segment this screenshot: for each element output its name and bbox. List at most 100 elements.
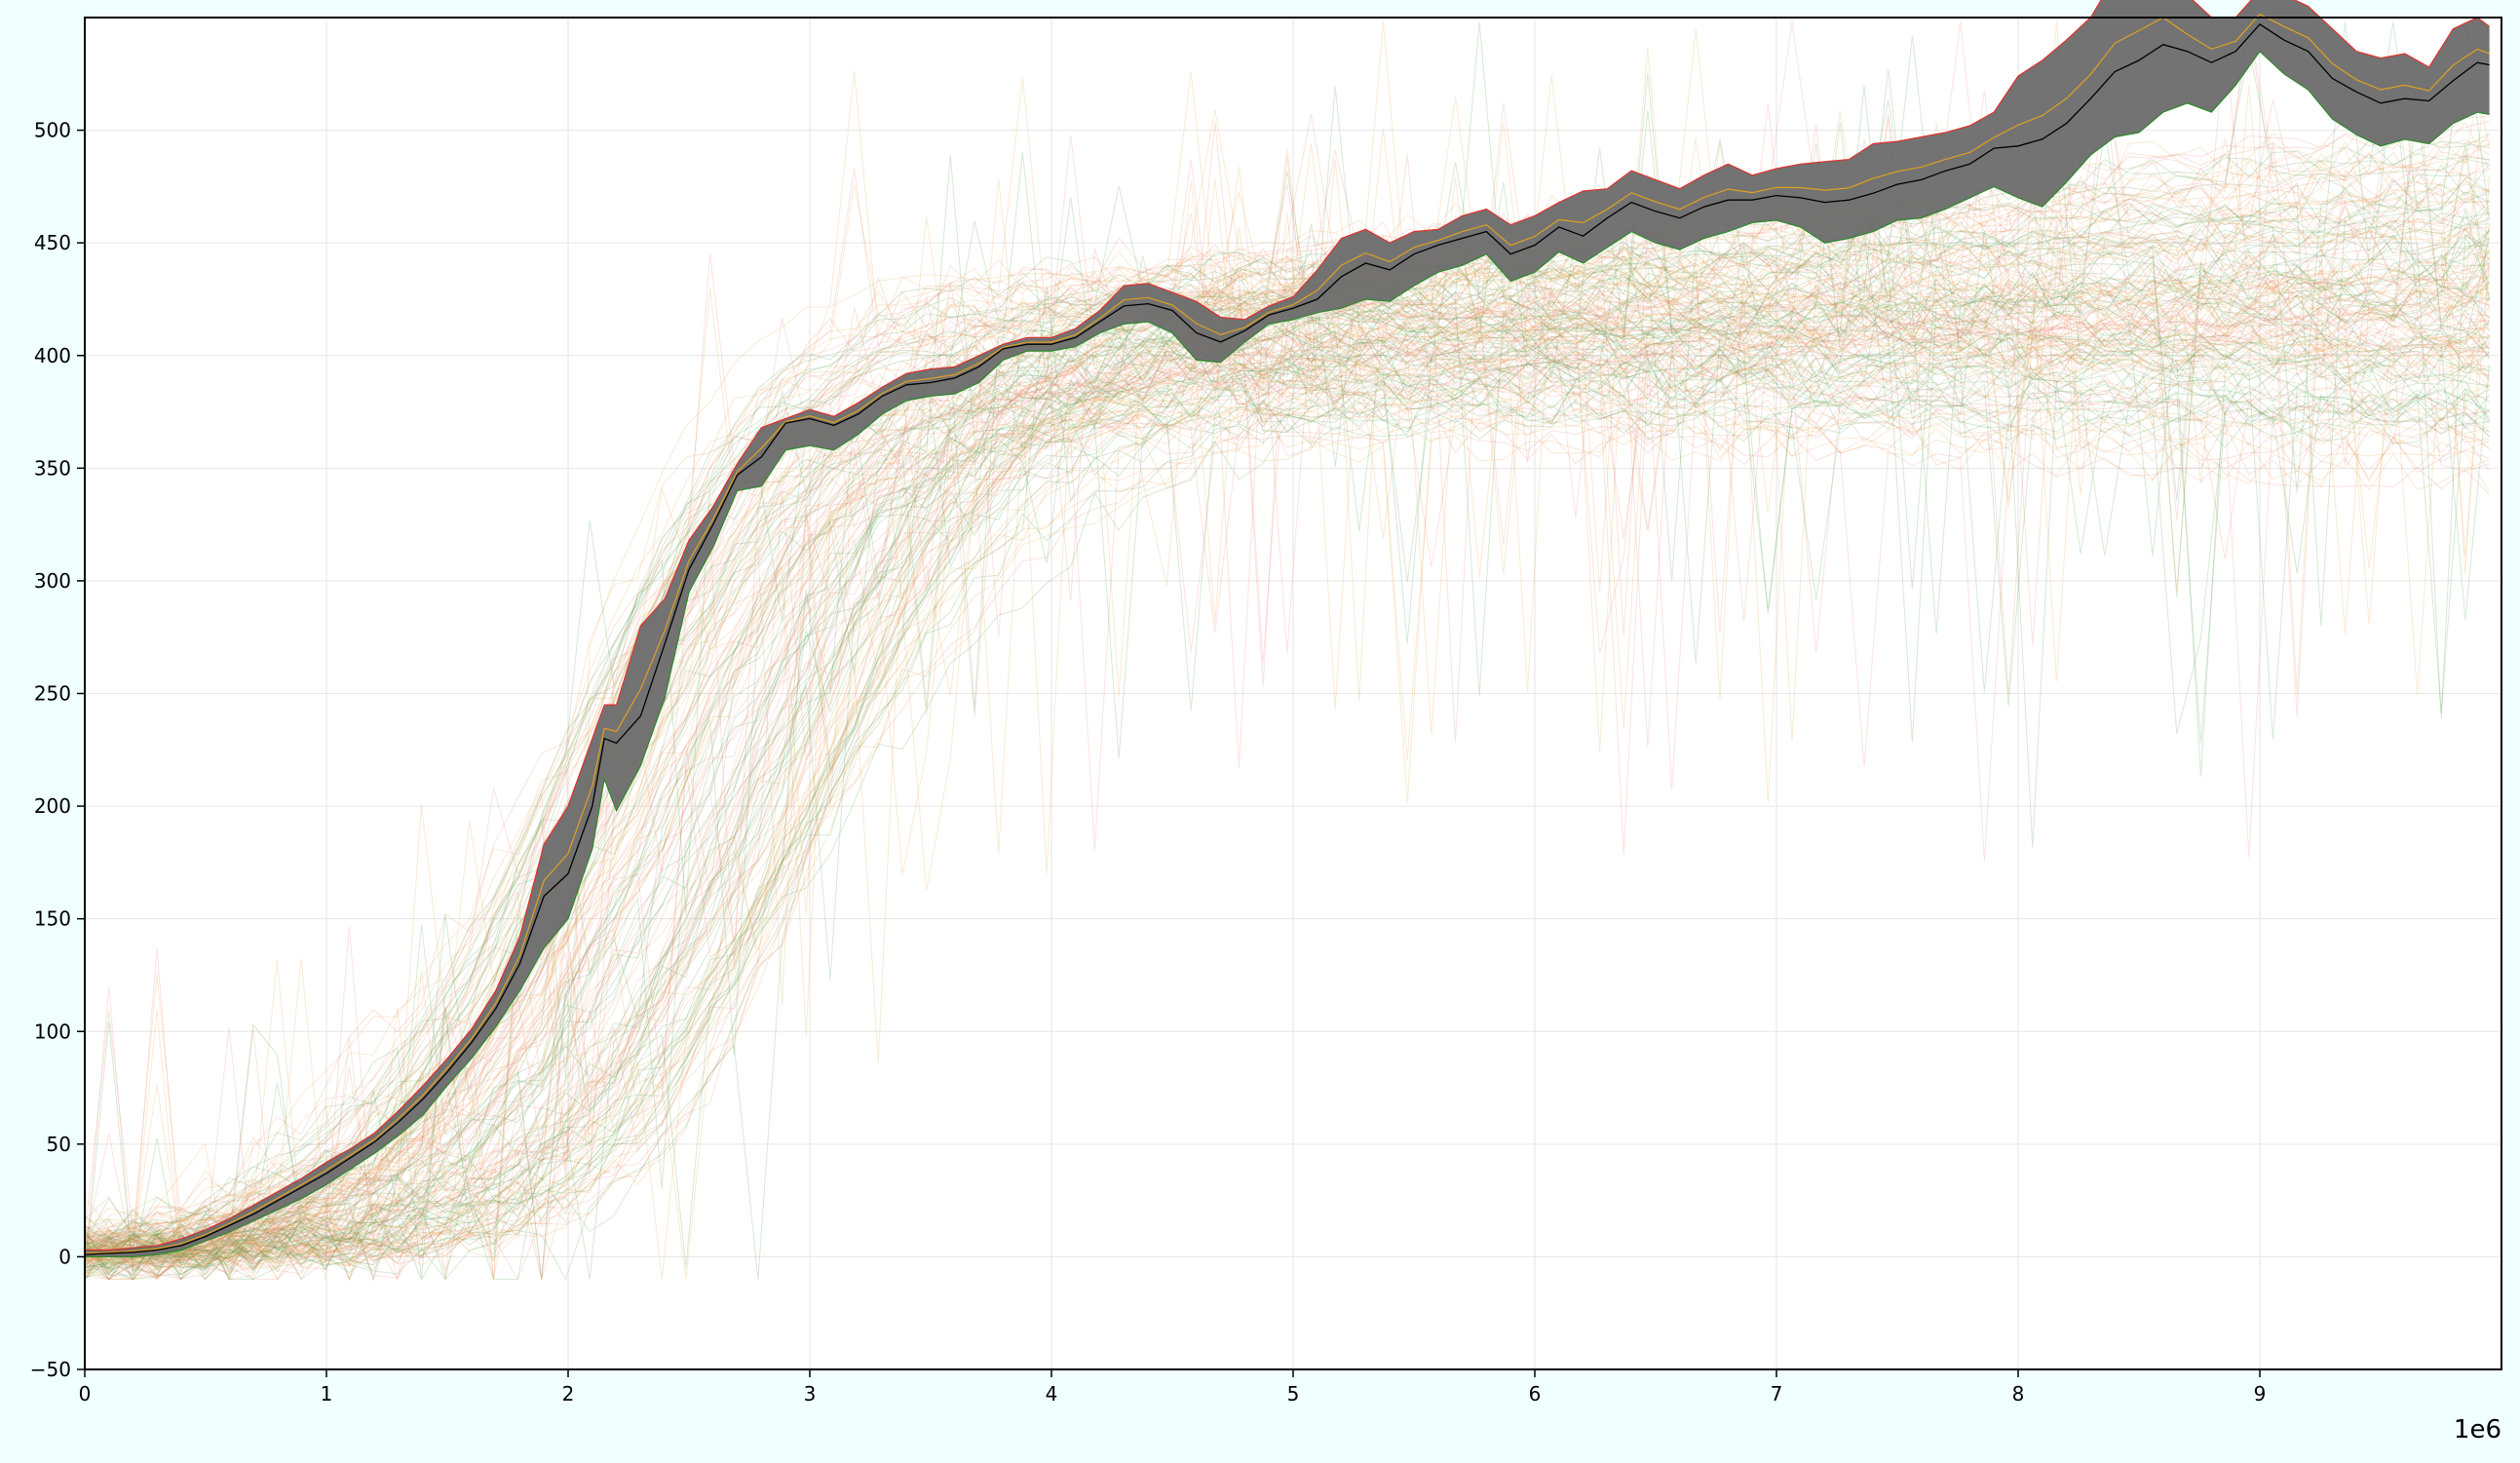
faint-series — [84, 159, 2490, 1274]
highlight-series-group — [84, 0, 2490, 1258]
faint-series — [84, 245, 2490, 1280]
faint-series — [84, 142, 2490, 1265]
faint-series — [84, 297, 2491, 1282]
y-tick-label: 100 — [34, 1020, 71, 1043]
faint-series — [84, 180, 2490, 1281]
faint-series — [84, 255, 2490, 1260]
faint-series — [84, 226, 2491, 1266]
faint-series — [84, 344, 2490, 1280]
faint-series — [84, 272, 2490, 1273]
faint-series — [84, 318, 2491, 1278]
x-tick-label: 8 — [2012, 1382, 2025, 1405]
faint-series — [84, 46, 2490, 1263]
faint-series — [84, 97, 2490, 1268]
x-tick-label: 0 — [79, 1382, 92, 1405]
faint-series — [84, 201, 2490, 1281]
faint-series — [84, 21, 2490, 1281]
faint-series — [84, 179, 2490, 1280]
x-tick-label: 7 — [1771, 1382, 1783, 1405]
faint-series — [84, 77, 2491, 1281]
faint-series — [84, 212, 2490, 1248]
faint-series — [84, 182, 2490, 1261]
x-tick-label: 6 — [1529, 1382, 1542, 1405]
faint-series — [84, 251, 2490, 1276]
faint-series — [84, 303, 2490, 1281]
faint-series — [84, 266, 2491, 1275]
x-axis: 0 1 2 3 4 5 6 7 8 9 — [79, 1369, 2267, 1405]
x-tick-label: 9 — [2254, 1382, 2267, 1405]
faint-series — [84, 199, 2490, 1258]
faint-series — [84, 167, 2490, 1269]
faint-series — [84, 363, 2490, 1260]
faint-series — [84, 208, 2491, 1281]
y-tick-label: 0 — [58, 1245, 71, 1268]
faint-series — [84, 281, 2491, 1279]
y-tick-label: 300 — [34, 569, 71, 593]
faint-series — [84, 330, 2490, 1256]
faint-series — [84, 296, 2490, 1281]
x-tick-label: 5 — [1287, 1382, 1300, 1405]
faint-series — [84, 121, 2490, 1280]
faint-series — [84, 384, 2490, 1272]
faint-series — [84, 256, 2491, 1269]
faint-series — [84, 289, 2490, 1280]
x-tick-label: 1 — [321, 1382, 333, 1405]
faint-series — [84, 143, 2490, 1280]
faint-series — [84, 73, 2490, 1281]
faint-series — [84, 228, 2491, 1253]
faint-series — [84, 404, 2490, 1281]
faint-series — [84, 228, 2490, 1281]
faint-series — [84, 226, 2490, 1264]
red-run-line — [85, 0, 2490, 1251]
y-tick-label: −50 — [30, 1358, 71, 1381]
faint-series — [84, 223, 2490, 1260]
faint-series — [84, 382, 2490, 1261]
faint-series — [84, 399, 2490, 1276]
faint-series — [84, 98, 2490, 1273]
faint-series — [84, 21, 2490, 1281]
faint-series — [84, 281, 2491, 1277]
faint-series — [84, 77, 2490, 1281]
faint-series — [84, 224, 2490, 1281]
faint-series — [84, 306, 2490, 1257]
faint-series — [84, 141, 2490, 1259]
faint-series — [84, 268, 2490, 1268]
faint-series — [84, 197, 2490, 1259]
faint-series — [84, 68, 2490, 1267]
faint-series — [84, 308, 2491, 1281]
faint-series — [84, 295, 2490, 1280]
faint-series — [84, 306, 2490, 1282]
faint-series — [84, 285, 2490, 1255]
faint-series — [84, 262, 2490, 1260]
orange-run-line — [84, 13, 2490, 1254]
faint-series — [84, 202, 2491, 1271]
faint-series — [84, 21, 2490, 1270]
faint-series — [84, 21, 2490, 1281]
faint-series — [84, 193, 2490, 1275]
faint-series — [84, 276, 2490, 1273]
faint-series — [84, 210, 2490, 1241]
faint-series — [84, 333, 2490, 1281]
faint-series — [84, 75, 2491, 1265]
faint-series — [84, 136, 2490, 1261]
faint-series — [84, 155, 2490, 1257]
faint-series — [84, 21, 2490, 1277]
faint-series — [84, 399, 2491, 1281]
faint-series — [84, 124, 2490, 1260]
faint-series — [84, 236, 2491, 1272]
faint-series — [84, 284, 2490, 1281]
green-run-line — [85, 50, 2490, 1258]
y-tick-label: 150 — [34, 907, 71, 931]
faint-series — [84, 250, 2490, 1279]
faint-series — [84, 96, 2490, 1247]
faint-series — [84, 215, 2490, 1280]
faint-series — [84, 31, 2491, 1269]
faint-series — [84, 346, 2490, 1281]
faint-series — [84, 212, 2490, 1257]
faint-series — [84, 327, 2490, 1247]
faint-series — [84, 320, 2491, 1278]
faint-series — [84, 175, 2491, 1265]
faint-series — [84, 350, 2490, 1280]
faint-series — [84, 156, 2490, 1252]
